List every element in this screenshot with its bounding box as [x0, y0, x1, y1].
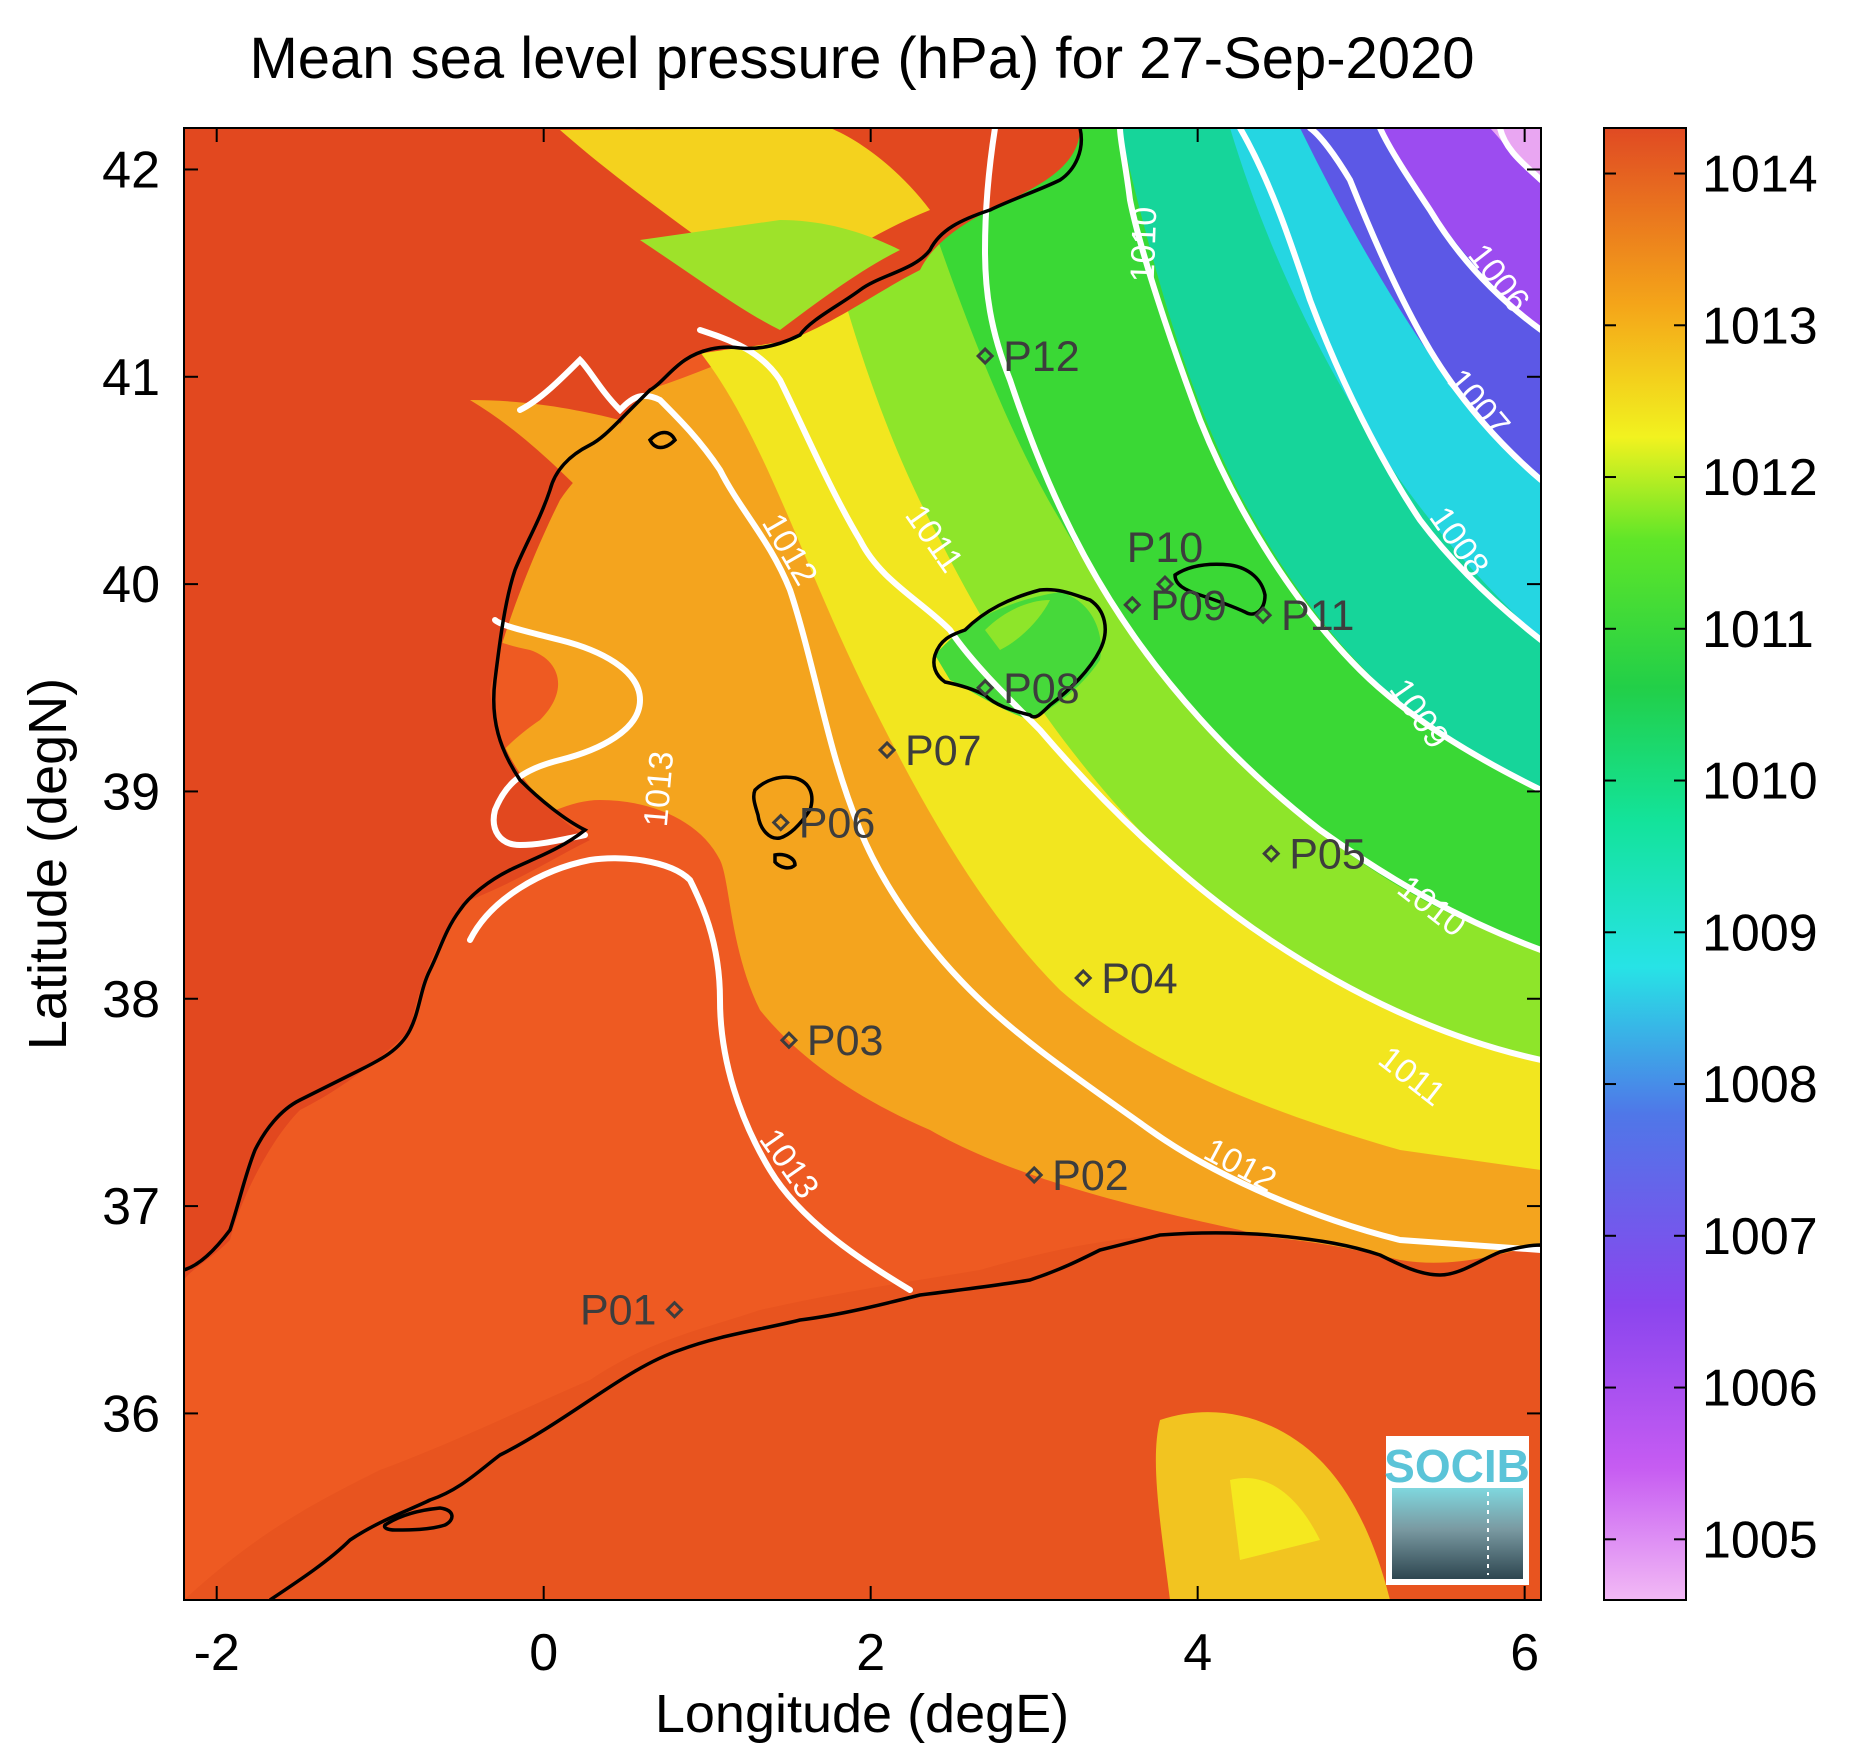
map-frame — [183, 127, 1542, 1601]
mallorca-coastline — [932, 587, 1107, 719]
colorbar-tick-label: 1013 — [1702, 297, 1818, 355]
station-p04: P04 — [1074, 955, 1178, 1003]
station-marker-icon — [1262, 844, 1281, 863]
colorbar-tick-label: 1010 — [1702, 753, 1818, 811]
station-label: P01 — [580, 1287, 657, 1335]
station-p01: P01 — [580, 1287, 684, 1335]
station-label: P03 — [807, 1017, 884, 1065]
colorbar-tick-label: 1005 — [1702, 1511, 1818, 1569]
station-marker-icon — [1025, 1165, 1044, 1185]
station-marker-icon — [1155, 574, 1175, 594]
colorbar-tick-label: 1014 — [1702, 146, 1818, 204]
colorbar-ticks: 1005 1006 1007 1008 1009 1010 1011 1012 1013 1014 — [1604, 146, 1818, 1569]
socib-logo-text: SOCIB — [1384, 1440, 1530, 1492]
chart-title: Mean sea level pressure (hPa) for 27-Sep… — [249, 26, 1474, 91]
x-tick-label: 0 — [529, 1624, 558, 1682]
station-marker-icon — [665, 1300, 684, 1319]
station-p12: P12 — [975, 333, 1080, 381]
station-marker-icon — [779, 1031, 799, 1050]
station-p08: P08 — [975, 665, 1080, 713]
station-label: P11 — [1281, 592, 1354, 640]
station-marker-icon — [975, 346, 995, 366]
formentera-coastline — [773, 852, 797, 870]
station-label: P12 — [1003, 333, 1080, 381]
colorbar-tick-label: 1009 — [1702, 904, 1818, 962]
y-tick-label: 39 — [102, 763, 160, 821]
colorbar-tick-label: 1006 — [1702, 1360, 1818, 1418]
station-label: P10 — [1127, 524, 1204, 572]
station-p03: P03 — [779, 1017, 884, 1065]
alboran-coastline — [382, 1506, 454, 1532]
colorbar-tick-label: 1008 — [1702, 1056, 1818, 1114]
station-p05: P05 — [1262, 831, 1366, 879]
station-marker-icon — [975, 678, 995, 697]
y-axis-label: Latitude (degN) — [18, 678, 78, 1050]
station-marker-icon — [877, 740, 897, 760]
x-tick-label: 2 — [856, 1624, 885, 1682]
contour-lines — [467, 128, 1541, 1293]
y-axis-ticks: 36 37 38 39 40 41 42 — [102, 141, 1541, 1443]
station-p06: P06 — [771, 800, 876, 848]
iberian-coastline — [184, 128, 1083, 1272]
ibiza-coastline — [752, 775, 814, 840]
colorbar-gradient — [1603, 127, 1687, 1601]
socib-logo: SOCIB — [1384, 1436, 1530, 1585]
y-tick-label: 37 — [102, 1178, 160, 1236]
station-p07: P07 — [877, 727, 982, 775]
x-tick-label: -2 — [194, 1624, 240, 1682]
x-tick-label: 6 — [1510, 1624, 1539, 1682]
colorbar-tick-label: 1011 — [1702, 601, 1814, 659]
colorbar-tick-label: 1007 — [1702, 1208, 1818, 1266]
colorbar-tick-label: 1012 — [1702, 449, 1818, 507]
x-axis-label: Longitude (degE) — [655, 1684, 1069, 1744]
station-p02: P02 — [1025, 1152, 1129, 1200]
station-label: P05 — [1289, 831, 1366, 879]
y-tick-label: 40 — [102, 556, 160, 614]
station-label: P07 — [905, 727, 982, 775]
colorbar: 1005 1006 1007 1008 1009 1010 1011 1012 1013 1014 — [1603, 127, 1818, 1601]
y-tick-label: 42 — [102, 141, 160, 199]
station-p10: P10 — [1127, 524, 1204, 594]
pressure-field — [184, 128, 1541, 1600]
x-tick-label: 4 — [1183, 1624, 1212, 1682]
station-label: P04 — [1101, 955, 1178, 1003]
station-label: P08 — [1003, 665, 1080, 713]
african-coastline — [269, 1231, 1541, 1600]
x-axis-ticks: -2 0 2 4 6 — [194, 128, 1539, 1682]
station-marker-icon — [1253, 606, 1273, 625]
station-label: P06 — [799, 800, 876, 848]
coastlines — [184, 128, 1541, 1600]
contour-label: 1010 — [1124, 206, 1165, 283]
station-marker-icon — [771, 813, 790, 832]
station-marker-icon — [1074, 968, 1093, 988]
y-tick-label: 41 — [102, 349, 160, 407]
station-p11: P11 — [1253, 592, 1354, 640]
contour-label: 1013 — [637, 750, 681, 829]
y-tick-label: 38 — [102, 971, 160, 1029]
station-label: P02 — [1052, 1152, 1129, 1200]
station-marker-icon — [1123, 595, 1142, 614]
y-tick-label: 36 — [102, 1385, 160, 1443]
